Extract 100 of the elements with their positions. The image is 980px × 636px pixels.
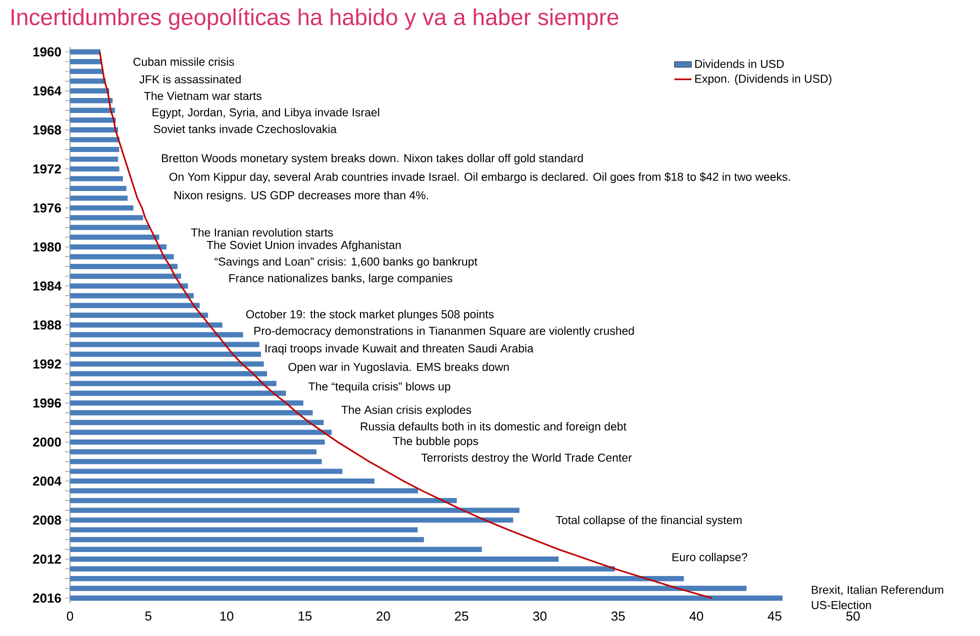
bar (70, 283, 188, 289)
bar (70, 468, 342, 474)
bar (70, 127, 118, 133)
bar (70, 420, 324, 426)
x-tick-label: 50 (846, 612, 860, 621)
annotation: Euro collapse? (672, 552, 748, 564)
bar (70, 361, 264, 367)
bar (70, 215, 144, 220)
annotation: US-Election (812, 600, 871, 610)
bar (70, 196, 128, 201)
bar (70, 244, 166, 250)
x-tick-label: 20 (376, 612, 390, 621)
annotation: October 19: the stock market plunges 508 points (246, 310, 494, 321)
bar (70, 166, 120, 172)
x-tick-label: 15 (298, 612, 312, 621)
y-tick-label: 1960 (33, 47, 61, 56)
bar (70, 556, 559, 562)
y-tick-label: 1980 (33, 242, 61, 252)
annotation: The Soviet Union invades Afghanistan (206, 240, 401, 252)
y-tick-label: 1984 (33, 281, 62, 291)
bar (70, 224, 150, 230)
annotation: Total collapse of the financial system (556, 516, 742, 526)
bar (70, 439, 325, 445)
bar (70, 118, 116, 123)
bar (70, 576, 684, 582)
bar (70, 478, 374, 484)
y-tick-label: 1968 (33, 125, 62, 135)
y-tick-label: 2008 (33, 515, 62, 525)
y-tick-label: 2012 (33, 554, 61, 564)
bar (70, 342, 260, 348)
annotation: Nixon resigns. US GDP decreases more than 4%. (174, 190, 428, 202)
y-tick-label: 1964 (33, 86, 62, 96)
bar (70, 390, 286, 396)
annotation: Cuban missile crisis (133, 57, 234, 66)
bar (70, 312, 208, 318)
bar (70, 205, 134, 211)
y-tick-label: 2000 (33, 437, 61, 447)
x-tick-label: 35 (611, 612, 625, 621)
bar (70, 488, 418, 494)
annotation: “Savings and Loan” crisis: 1,600 banks go bankrupt (214, 257, 478, 268)
x-tick-label: 5 (145, 612, 152, 621)
y-tick-label: 1996 (33, 398, 61, 408)
y-tick-label: 1976 (33, 203, 61, 213)
bar (70, 517, 514, 523)
bar (70, 293, 194, 298)
bar (70, 352, 262, 357)
bar (70, 400, 304, 406)
annotation: JFK is assassinated (139, 74, 241, 84)
annotation: Soviet tanks invade Czechoslovakia (154, 124, 337, 134)
bar (70, 371, 268, 376)
x-tick-label: 10 (220, 612, 234, 621)
x-tick-label: 45 (768, 612, 782, 621)
bar (70, 108, 115, 113)
annotation: France nationalizes banks, large companies (229, 274, 452, 285)
bar (70, 527, 418, 532)
chart-title: Incertidumbres geopolíticas ha habido y va a haber siempre (12, 8, 618, 30)
x-tick-label: 30 (533, 612, 547, 621)
bar (70, 176, 123, 182)
y-tick-label: 1972 (33, 164, 61, 174)
annotation: Egypt, Jordan, Syria, and Libya invade Israel (152, 108, 380, 119)
annotation: The Iranian revolution starts (191, 228, 333, 237)
bar (70, 498, 457, 504)
bar (70, 234, 160, 240)
bar (70, 449, 316, 454)
bar (70, 322, 222, 328)
bar (70, 566, 615, 572)
annotation: Russia defaults both in its domestic and foreign debt (360, 422, 626, 433)
bar (70, 430, 332, 435)
bar (70, 49, 101, 54)
annotation: Terrorists destroy the World Trade Center (421, 453, 632, 464)
bar (70, 546, 482, 552)
annotation: Pro-democracy demonstrations in Tiananmen Square are violently crushed (254, 326, 634, 338)
bar (70, 586, 747, 591)
legend-label: Expon. (Dividends in USD) (695, 74, 832, 86)
bar (70, 78, 106, 84)
bar (70, 332, 244, 338)
bar (70, 410, 313, 416)
annotation: The “tequila crisis” blows up (308, 382, 450, 393)
bar (70, 274, 182, 279)
bar (70, 137, 120, 142)
annotation: The Vietnam war starts (144, 92, 262, 100)
bar (70, 596, 783, 601)
bar (70, 146, 120, 152)
bar (70, 508, 520, 513)
x-tick-label: 0 (66, 612, 74, 621)
bar (70, 254, 174, 260)
y-tick-label: 1992 (33, 359, 61, 369)
x-tick-label: 25 (454, 612, 468, 621)
y-tick-label: 2004 (33, 476, 62, 486)
y-tick-label: 1988 (33, 320, 62, 330)
x-tick-label: 40 (689, 612, 704, 621)
annotation: Brexit, Italian Referendum (812, 585, 944, 596)
bar (70, 156, 118, 162)
annotation: The bubble pops (393, 436, 478, 448)
annotation: Bretton Woods monetary system breaks down. Nixon takes dollar off gold standard (162, 154, 583, 165)
bar (70, 88, 110, 94)
bar (70, 68, 104, 74)
bar (70, 302, 200, 308)
bar (70, 186, 126, 192)
bar (70, 536, 424, 542)
